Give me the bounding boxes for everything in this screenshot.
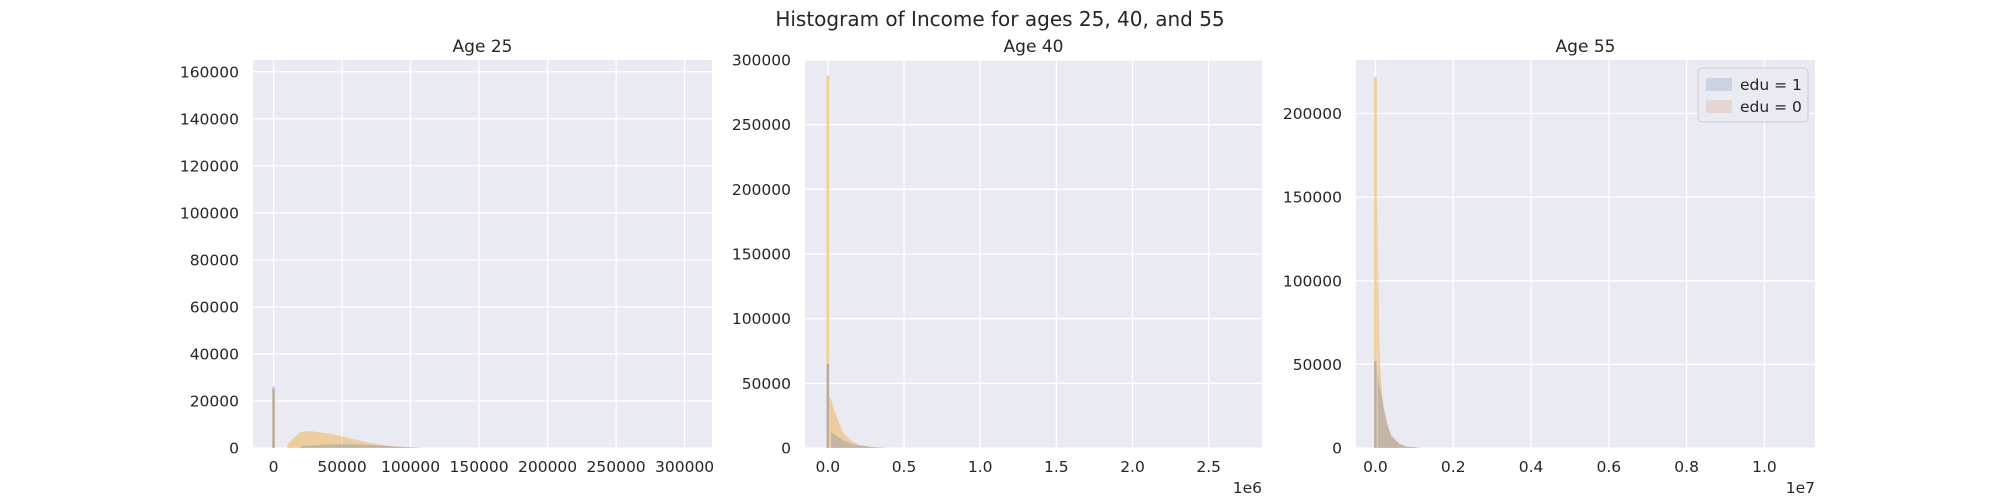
x-tick-label: 1.0 bbox=[1752, 458, 1777, 476]
panel-title: Age 25 bbox=[453, 37, 513, 57]
x-tick-label: 200000 bbox=[518, 458, 577, 476]
y-tick-label: 160000 bbox=[180, 63, 239, 81]
x-tick-label: 2.0 bbox=[1120, 458, 1145, 476]
x-offset-label: 1e6 bbox=[1233, 479, 1262, 497]
panel-3: Age 55 0.0 0.2 0.4 0.6 0.8 1.0 0 50000 100000 1500… bbox=[1283, 37, 1815, 497]
y-tick-label: 100000 bbox=[1283, 272, 1342, 290]
x-tick-label: 50000 bbox=[317, 458, 366, 476]
histogram-area-edu-1 bbox=[1377, 372, 1423, 448]
y-tick-label: 140000 bbox=[180, 110, 239, 128]
y-tick-label: 50000 bbox=[742, 375, 791, 393]
x-tick-label: 300000 bbox=[655, 458, 714, 476]
y-tick-label: 60000 bbox=[190, 298, 239, 316]
y-tick-label: 150000 bbox=[732, 246, 791, 264]
x-tick-label: 0.5 bbox=[892, 458, 917, 476]
histogram-bars bbox=[272, 386, 425, 448]
legend-label: edu = 1 bbox=[1740, 76, 1802, 94]
y-tick-label: 0 bbox=[229, 440, 239, 458]
legend-label: edu = 0 bbox=[1740, 98, 1802, 116]
plot-area bbox=[253, 60, 712, 448]
histogram-spike-edu-1 bbox=[272, 386, 275, 448]
y-tick-label: 100000 bbox=[180, 204, 239, 222]
x-tick-label: 100000 bbox=[381, 458, 440, 476]
figure-title: Histogram of Income for ages 25, 40, and… bbox=[775, 7, 1224, 31]
y-tick-label: 20000 bbox=[190, 392, 239, 410]
histogram-spike-edu-1 bbox=[1374, 361, 1377, 448]
panel-title: Age 40 bbox=[1004, 37, 1064, 57]
x-tick-label: 2.5 bbox=[1196, 458, 1221, 476]
x-tick-label: 1.0 bbox=[968, 458, 993, 476]
y-tick-label: 40000 bbox=[190, 345, 239, 363]
y-tick-label: 50000 bbox=[1293, 356, 1342, 374]
panel-2: Age 40 0.0 0.5 1.0 1.5 2.0 2.5 0 50000 100000 1500… bbox=[732, 37, 1262, 497]
x-tick-label: 0.0 bbox=[1363, 458, 1388, 476]
panel-title: Age 55 bbox=[1556, 37, 1616, 57]
legend-swatch bbox=[1706, 100, 1732, 113]
x-tick-label: 150000 bbox=[449, 458, 508, 476]
y-tick-label: 250000 bbox=[732, 116, 791, 134]
y-tick-label: 80000 bbox=[190, 251, 239, 269]
y-tick-label: 120000 bbox=[180, 157, 239, 175]
legend-box bbox=[1697, 67, 1809, 123]
histogram-area-edu-0 bbox=[829, 396, 889, 448]
histogram-area-edu-1 bbox=[830, 432, 889, 448]
histogram-area-edu-0 bbox=[1377, 197, 1423, 448]
panel-1: Age 250 50000 100000 150000 200000 250000 3000… bbox=[180, 37, 714, 476]
x-tick-label: 0.6 bbox=[1597, 458, 1622, 476]
y-tick-label: 200000 bbox=[1283, 105, 1342, 123]
panels: Age 250 50000 100000 150000 200000 250000 3000… bbox=[180, 37, 1815, 497]
x-tick-label: 250000 bbox=[587, 458, 646, 476]
histogram-spike-edu-0 bbox=[826, 75, 830, 448]
x-tick-label: 1.5 bbox=[1044, 458, 1069, 476]
legend-swatch bbox=[1706, 78, 1732, 91]
y-tick-label: 0 bbox=[781, 440, 791, 458]
x-tick-label: 0.4 bbox=[1519, 458, 1544, 476]
legend: edu = 1 edu = 0 bbox=[1697, 67, 1809, 123]
x-tick-label: 0.8 bbox=[1674, 458, 1699, 476]
y-tick-label: 100000 bbox=[732, 310, 791, 328]
histogram-bars bbox=[1374, 76, 1423, 448]
y-tick-label: 150000 bbox=[1283, 189, 1342, 207]
x-tick-label: 0.2 bbox=[1441, 458, 1466, 476]
x-tick-label: 0 bbox=[269, 458, 279, 476]
y-tick-label: 0 bbox=[1332, 440, 1342, 458]
histogram-spike-edu-1 bbox=[826, 363, 830, 448]
y-tick-label: 300000 bbox=[732, 52, 791, 70]
plot-area bbox=[1356, 60, 1815, 448]
histogram-spike-edu-0 bbox=[1374, 76, 1377, 448]
histogram-area-edu-0 bbox=[287, 431, 425, 448]
histogram-area-edu-1 bbox=[300, 444, 425, 448]
histogram-bars bbox=[826, 75, 889, 448]
x-tick-label: 0.0 bbox=[816, 458, 841, 476]
y-tick-label: 200000 bbox=[732, 181, 791, 199]
x-offset-label: 1e7 bbox=[1786, 479, 1815, 497]
histogram-spike-edu-0 bbox=[272, 389, 275, 448]
